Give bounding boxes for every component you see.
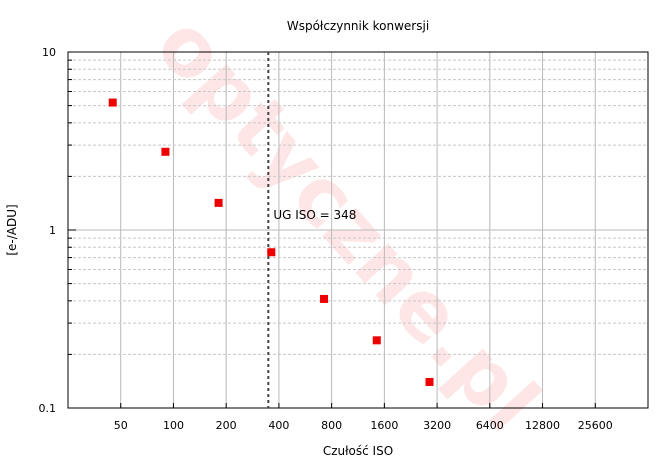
data-points [108, 98, 434, 386]
y-tick-label: 1 [49, 224, 56, 237]
annotations: UG ISO = 348 [267, 52, 356, 408]
y-tick-label: 10 [42, 46, 56, 59]
x-tick-label: 25600 [578, 419, 613, 432]
data-point [372, 336, 381, 345]
watermark-text: optyczne.pl [139, 0, 558, 449]
x-tick-label: 400 [268, 419, 289, 432]
data-point [425, 377, 434, 386]
y-tick-label: 0.1 [39, 402, 57, 415]
grid [68, 52, 648, 408]
data-point [320, 294, 329, 303]
y-axis-title: [e-/ADU] [5, 204, 19, 255]
data-point [108, 98, 117, 107]
watermark: optyczne.pl [139, 0, 558, 449]
x-tick-label: 200 [216, 419, 237, 432]
x-tick-label: 100 [163, 419, 184, 432]
x-tick-label: 800 [321, 419, 342, 432]
data-point [161, 147, 170, 156]
data-point [214, 198, 223, 207]
x-tick-label: 50 [114, 419, 128, 432]
x-tick-label: 12800 [525, 419, 560, 432]
x-axis: 50 100 200 400 800 1600 3200 6400 12800 25600 [114, 403, 613, 432]
data-point [267, 248, 276, 257]
threshold-label: UG ISO = 348 [273, 208, 356, 222]
chart-title: Współczynnik konwersji [287, 19, 429, 33]
x-tick-label: 1600 [370, 419, 398, 432]
x-axis-title: Czułość ISO [323, 444, 393, 458]
y-axis: 0.1 1 10 [39, 46, 76, 415]
x-tick-label: 3200 [423, 419, 451, 432]
x-tick-label: 6400 [476, 419, 504, 432]
